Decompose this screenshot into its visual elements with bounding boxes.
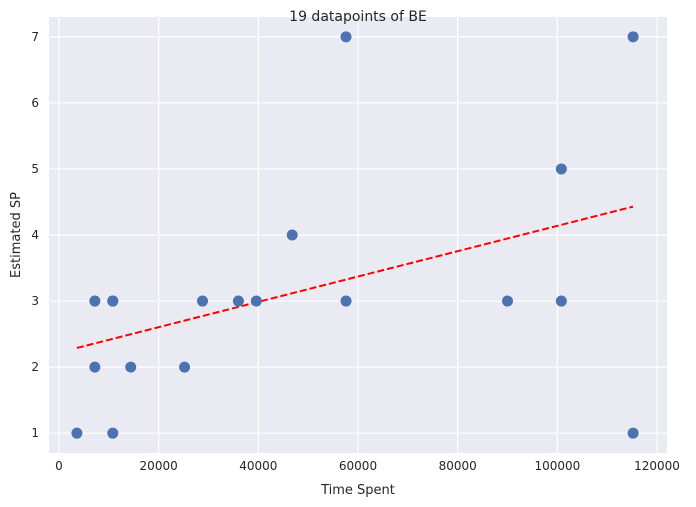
data-point <box>555 163 567 175</box>
data-points <box>71 31 639 439</box>
data-point <box>502 295 514 307</box>
data-point <box>107 295 119 307</box>
y-tick-label: 3 <box>31 294 39 308</box>
x-tick-label: 60000 <box>339 459 377 473</box>
x-tick-label: 40000 <box>239 459 277 473</box>
data-point <box>232 295 244 307</box>
chart-title: 19 datapoints of BE <box>289 9 427 25</box>
data-point <box>107 427 119 439</box>
data-point <box>71 427 83 439</box>
x-tick-label: 80000 <box>439 459 477 473</box>
trendline <box>76 205 634 349</box>
x-axis-label: Time Spent <box>320 483 395 498</box>
y-tick-label: 2 <box>31 360 39 374</box>
data-point <box>340 31 352 43</box>
x-tick-label: 20000 <box>140 459 178 473</box>
y-tick-label: 7 <box>31 30 39 44</box>
data-point <box>197 295 209 307</box>
x-tick-label: 100000 <box>534 459 580 473</box>
x-tick-label: 0 <box>55 459 63 473</box>
data-point <box>555 295 567 307</box>
data-point <box>340 295 352 307</box>
y-tick-label: 4 <box>31 228 39 242</box>
data-point <box>627 31 639 43</box>
x-tick-labels: 0 20000 40000 60000 80000 100000 120000 <box>55 459 680 473</box>
data-point <box>179 361 191 373</box>
data-point <box>286 229 298 241</box>
data-point <box>627 427 639 439</box>
y-tick-label: 1 <box>31 426 39 440</box>
data-point <box>89 361 101 373</box>
y-tick-label: 5 <box>31 162 39 176</box>
trendline-group <box>76 205 634 349</box>
data-point <box>89 295 101 307</box>
y-tick-label: 6 <box>31 96 39 110</box>
y-tick-labels: 1 2 3 4 5 6 7 <box>31 30 39 440</box>
data-point <box>125 361 137 373</box>
data-point <box>250 295 262 307</box>
x-tick-label: 120000 <box>634 459 680 473</box>
y-axis-label: Estimated SP <box>9 192 24 278</box>
